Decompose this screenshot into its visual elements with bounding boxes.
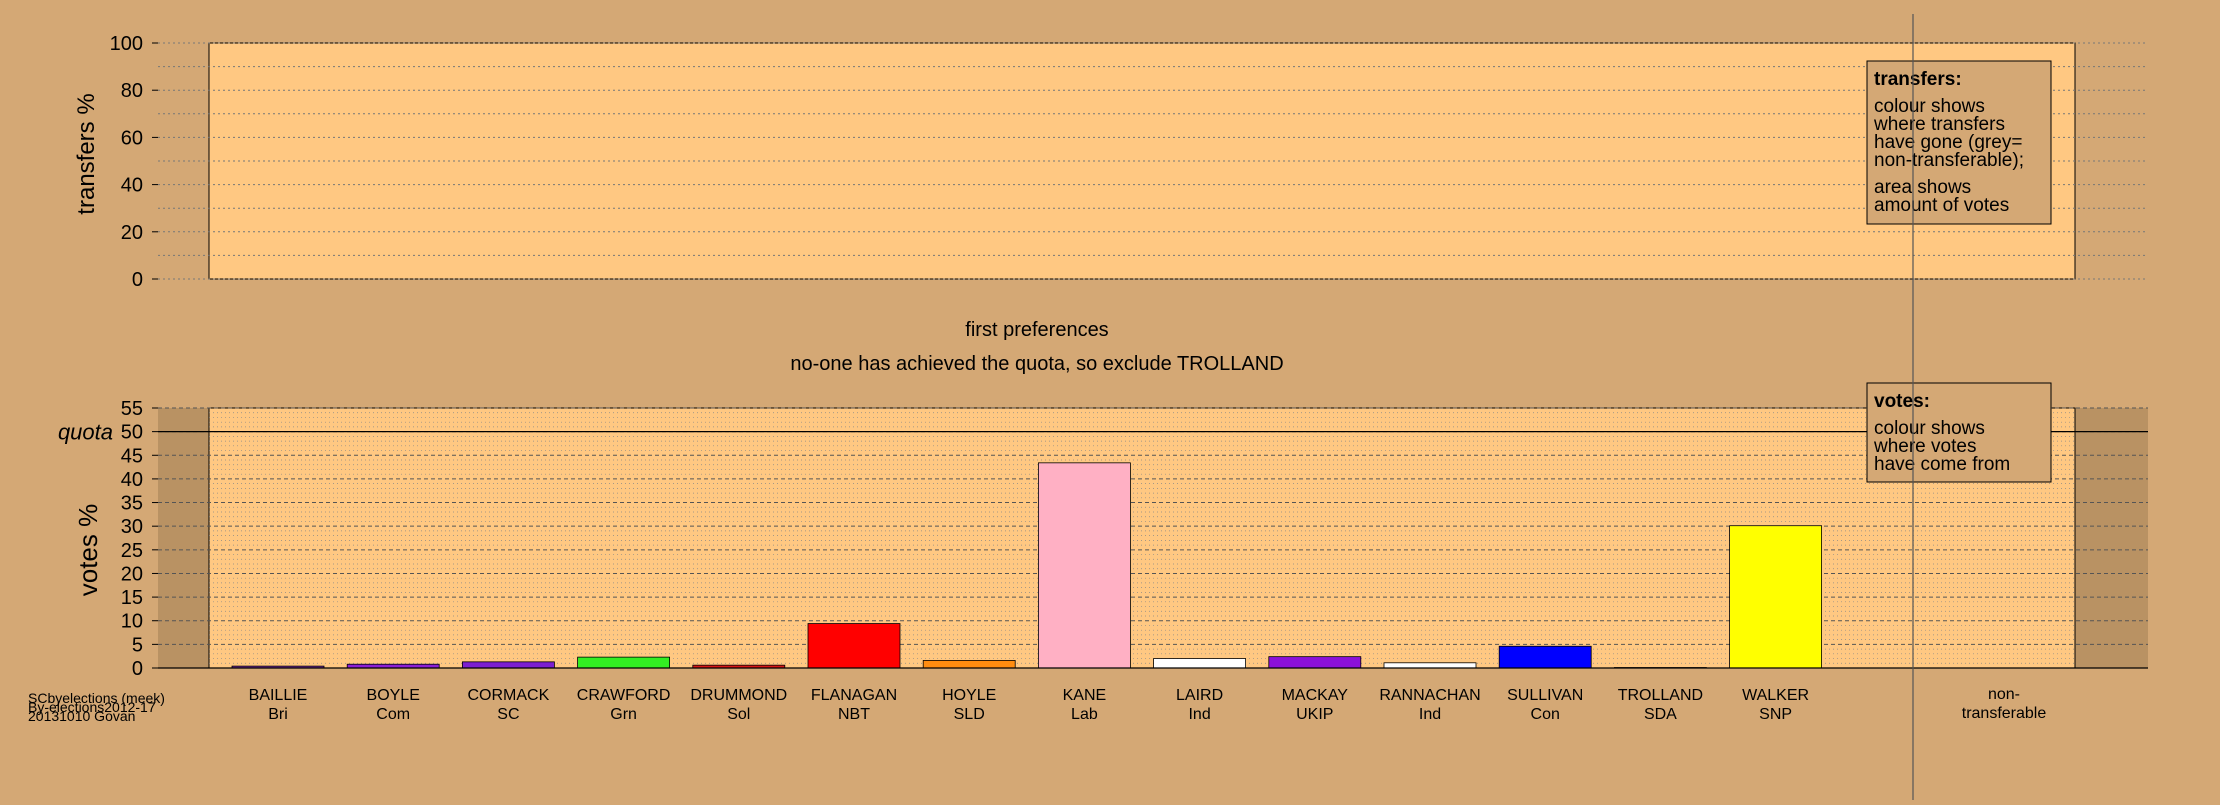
transfers-legend-line: where transfers bbox=[1873, 114, 2005, 135]
candidate-party: SLD bbox=[954, 706, 985, 723]
candidate-name: RANNACHAN bbox=[1379, 687, 1480, 704]
votes-tick-label: 10 bbox=[121, 611, 143, 633]
candidate-party: Con bbox=[1531, 706, 1560, 723]
transfers-tick-label: 100 bbox=[110, 33, 143, 55]
votes-tick-label: 55 bbox=[121, 398, 143, 420]
votes-legend-line: have come from bbox=[1874, 454, 2010, 475]
transfers-tick-label: 80 bbox=[121, 80, 143, 102]
candidate-party: Ind bbox=[1188, 706, 1210, 723]
candidate-name: BOYLE bbox=[367, 687, 420, 704]
candidate-name: FLANAGAN bbox=[811, 687, 897, 704]
candidate-party: Ind bbox=[1419, 706, 1441, 723]
transfers-y-axis: 0 20 40 60 80 100 bbox=[110, 33, 158, 291]
bar-mackay bbox=[1268, 656, 1362, 669]
transfers-legend: transfers: colour shows where transfers … bbox=[1866, 60, 2052, 225]
candidate-name: LAIRD bbox=[1176, 687, 1223, 704]
bar-rannachan bbox=[1383, 662, 1477, 669]
votes-y-axis-label: votes % bbox=[73, 504, 103, 597]
non-transferable-label: non- bbox=[1988, 686, 2020, 703]
bar-crawford bbox=[577, 656, 670, 669]
transfers-legend-box bbox=[1866, 60, 2052, 225]
votes-tick-label: 0 bbox=[132, 658, 143, 680]
footer-line: 20131010 Govan bbox=[28, 708, 135, 724]
transfers-legend-line: area shows bbox=[1874, 177, 1971, 198]
candidate-name: KANE bbox=[1063, 687, 1107, 704]
candidate-party: Bri bbox=[268, 706, 288, 723]
transfers-tick-label: 0 bbox=[132, 269, 143, 291]
votes-legend-line: colour shows bbox=[1874, 418, 1985, 439]
candidate-name: SULLIVAN bbox=[1507, 687, 1583, 704]
votes-right-shade bbox=[2075, 408, 2148, 668]
transfers-legend-line: colour shows bbox=[1874, 96, 1985, 117]
candidate-name: WALKER bbox=[1742, 687, 1809, 704]
candidate-name: CRAWFORD bbox=[577, 687, 671, 704]
transfers-legend-line: non-transferable); bbox=[1874, 150, 2024, 171]
bar-walker bbox=[1729, 525, 1822, 669]
candidate-name: TROLLAND bbox=[1618, 687, 1703, 704]
votes-legend: votes: colour shows where votes have com… bbox=[1866, 382, 2052, 483]
candidate-name: DRUMMOND bbox=[690, 687, 787, 704]
candidate-name: BAILLIE bbox=[249, 687, 308, 704]
chart-title: first preferences bbox=[965, 319, 1108, 341]
footer-line: By-elections2012-17 bbox=[28, 699, 156, 715]
chart-subtitle: no-one has achieved the quota, so exclud… bbox=[790, 353, 1283, 375]
transfers-tick-label: 20 bbox=[121, 222, 143, 244]
votes-bars bbox=[231, 462, 1822, 669]
transfers-tick-label: 40 bbox=[121, 175, 143, 197]
transfers-tick-label: 60 bbox=[121, 127, 143, 149]
quota-label: quota bbox=[58, 420, 113, 445]
votes-tick-label: 40 bbox=[121, 469, 143, 491]
candidate-party: SNP bbox=[1759, 706, 1792, 723]
transfers-legend-title: transfers: bbox=[1874, 69, 1962, 90]
votes-tick-label: 30 bbox=[121, 516, 143, 538]
candidate-name: CORMACK bbox=[468, 687, 550, 704]
bar-cormack bbox=[461, 661, 555, 669]
candidate-party: Com bbox=[376, 706, 410, 723]
footer-credits: SCbyelections (meek) By-elections2012-17… bbox=[28, 690, 165, 724]
bar-flanagan bbox=[807, 623, 901, 669]
votes-tick-label: 5 bbox=[132, 634, 143, 656]
transfers-panel: 0 20 40 60 80 100 transfers % transfers: colo… bbox=[73, 33, 2148, 291]
transfers-gridlines bbox=[158, 42, 2148, 280]
votes-left-shade bbox=[158, 408, 209, 668]
candidate-party: NBT bbox=[838, 706, 870, 723]
votes-tick-label: 25 bbox=[121, 540, 143, 562]
candidate-labels: BAILLIE Bri BOYLE Com CORMACK SC CRAWFORD Grn DR… bbox=[249, 687, 1809, 723]
candidate-name: HOYLE bbox=[942, 687, 996, 704]
votes-legend-line: where votes bbox=[1873, 436, 1976, 457]
candidate-party: Grn bbox=[610, 706, 637, 723]
votes-legend-title: votes: bbox=[1874, 391, 1930, 412]
votes-tick-label: 20 bbox=[121, 563, 143, 585]
footer-line: SCbyelections (meek) bbox=[28, 690, 165, 706]
bar-sullivan bbox=[1498, 645, 1592, 669]
votes-tick-label: 15 bbox=[121, 587, 143, 609]
bar-kane bbox=[1038, 462, 1131, 669]
transfers-legend-line: have gone (grey= bbox=[1874, 132, 2022, 153]
candidate-party: Sol bbox=[727, 706, 750, 723]
transfers-y-axis-label: transfers % bbox=[73, 93, 100, 214]
votes-tick-label: 50 bbox=[121, 422, 143, 444]
candidate-party: Lab bbox=[1071, 706, 1098, 723]
transfers-legend-line: amount of votes bbox=[1874, 195, 2009, 216]
bar-hoyle bbox=[922, 660, 1016, 669]
candidate-party: SC bbox=[497, 706, 519, 723]
votes-tick-label: 35 bbox=[121, 493, 143, 515]
votes-tick-label: 45 bbox=[121, 445, 143, 467]
non-transferable-label: transferable bbox=[1962, 705, 2047, 722]
candidate-party: SDA bbox=[1644, 706, 1677, 723]
bar-laird bbox=[1153, 658, 1246, 669]
candidate-name: MACKAY bbox=[1282, 687, 1349, 704]
votes-legend-box bbox=[1866, 382, 2052, 483]
candidate-party: UKIP bbox=[1296, 706, 1333, 723]
